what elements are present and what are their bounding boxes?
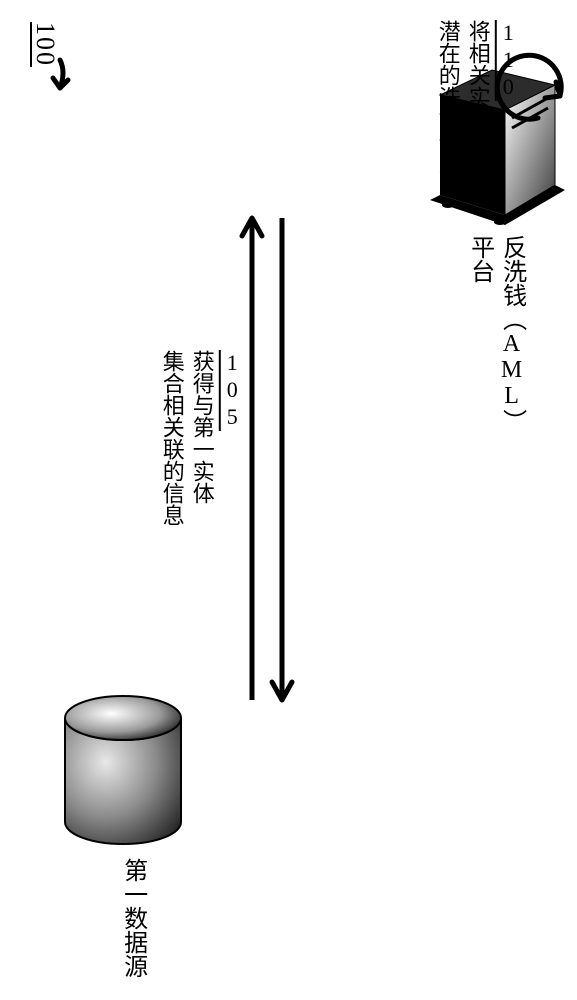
datasource-label: 第一数据源 — [115, 858, 149, 978]
arrow-105-text-line2: 集合相关联的信息 — [156, 350, 187, 526]
diagram-canvas: 100 — [0, 0, 577, 1000]
aml-platform-label-line1: 反洗钱（AML） — [494, 235, 528, 433]
arrow-105-ref-number: 105 — [216, 350, 247, 431]
aml-platform-label-line2: 平台 — [462, 235, 496, 283]
label-110-text-line1: 将相关实体标识为 — [462, 20, 493, 196]
label-110-ref-number: 110 — [492, 20, 523, 101]
datasource-cylinder-icon — [65, 696, 181, 844]
arrow-105-text-line1: 获得与第一实体 — [186, 350, 217, 504]
arrow-105-icon — [242, 218, 292, 700]
fig-ref-arrow — [53, 60, 68, 88]
label-110-text-line2: 潜在的洗钱候选 — [432, 20, 463, 174]
